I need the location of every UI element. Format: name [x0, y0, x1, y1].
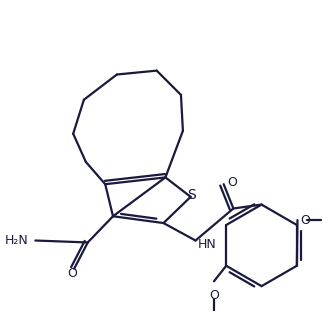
Text: O: O	[67, 267, 77, 280]
Text: O: O	[301, 214, 310, 227]
Text: S: S	[187, 188, 196, 202]
Text: HN: HN	[198, 238, 216, 251]
Text: H₂N: H₂N	[5, 234, 28, 247]
Text: O: O	[228, 176, 237, 189]
Text: O: O	[209, 289, 219, 302]
